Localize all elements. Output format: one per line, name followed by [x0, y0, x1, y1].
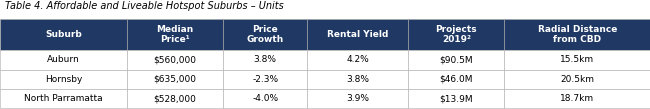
Text: Projects
2019²: Projects 2019²: [436, 25, 477, 44]
Bar: [504, 70, 650, 89]
Text: 3.9%: 3.9%: [346, 94, 369, 103]
Text: Suburb: Suburb: [45, 30, 82, 39]
Bar: [307, 70, 408, 89]
Bar: [307, 89, 408, 108]
Bar: [127, 50, 223, 70]
Text: Hornsby: Hornsby: [45, 75, 82, 84]
Text: $46.0M: $46.0M: [439, 75, 473, 84]
Text: 20.5km: 20.5km: [560, 75, 594, 84]
Bar: [408, 19, 504, 50]
Bar: [0, 70, 127, 89]
Text: Radial Distance
from CBD: Radial Distance from CBD: [538, 25, 617, 44]
Text: 15.5km: 15.5km: [560, 55, 594, 64]
Bar: [307, 50, 408, 70]
Bar: [127, 89, 223, 108]
Bar: [223, 50, 307, 70]
Text: 3.8%: 3.8%: [346, 75, 369, 84]
Text: -4.0%: -4.0%: [252, 94, 278, 103]
Text: Table 4. Affordable and Liveable Hotspot Suburbs – Units: Table 4. Affordable and Liveable Hotspot…: [5, 1, 284, 11]
Text: North Parramatta: North Parramatta: [24, 94, 103, 103]
Text: Rental Yield: Rental Yield: [327, 30, 389, 39]
Bar: [504, 50, 650, 70]
Text: 3.8%: 3.8%: [254, 55, 277, 64]
Text: 18.7km: 18.7km: [560, 94, 594, 103]
Bar: [0, 89, 127, 108]
Bar: [127, 19, 223, 50]
Bar: [307, 19, 408, 50]
Bar: [127, 70, 223, 89]
Text: Median
Price¹: Median Price¹: [156, 25, 194, 44]
Text: Auburn: Auburn: [47, 55, 80, 64]
Text: $635,000: $635,000: [153, 75, 196, 84]
Text: $13.9M: $13.9M: [439, 94, 473, 103]
Text: $528,000: $528,000: [153, 94, 196, 103]
Bar: [223, 70, 307, 89]
Text: 4.2%: 4.2%: [346, 55, 369, 64]
Bar: [0, 19, 127, 50]
Bar: [408, 70, 504, 89]
Text: $560,000: $560,000: [153, 55, 196, 64]
Text: -2.3%: -2.3%: [252, 75, 278, 84]
Bar: [408, 89, 504, 108]
Bar: [504, 89, 650, 108]
Bar: [504, 19, 650, 50]
Bar: [0, 50, 127, 70]
Bar: [223, 19, 307, 50]
Bar: [408, 50, 504, 70]
Bar: [223, 89, 307, 108]
Text: Price
Growth: Price Growth: [246, 25, 284, 44]
Text: $90.5M: $90.5M: [439, 55, 473, 64]
